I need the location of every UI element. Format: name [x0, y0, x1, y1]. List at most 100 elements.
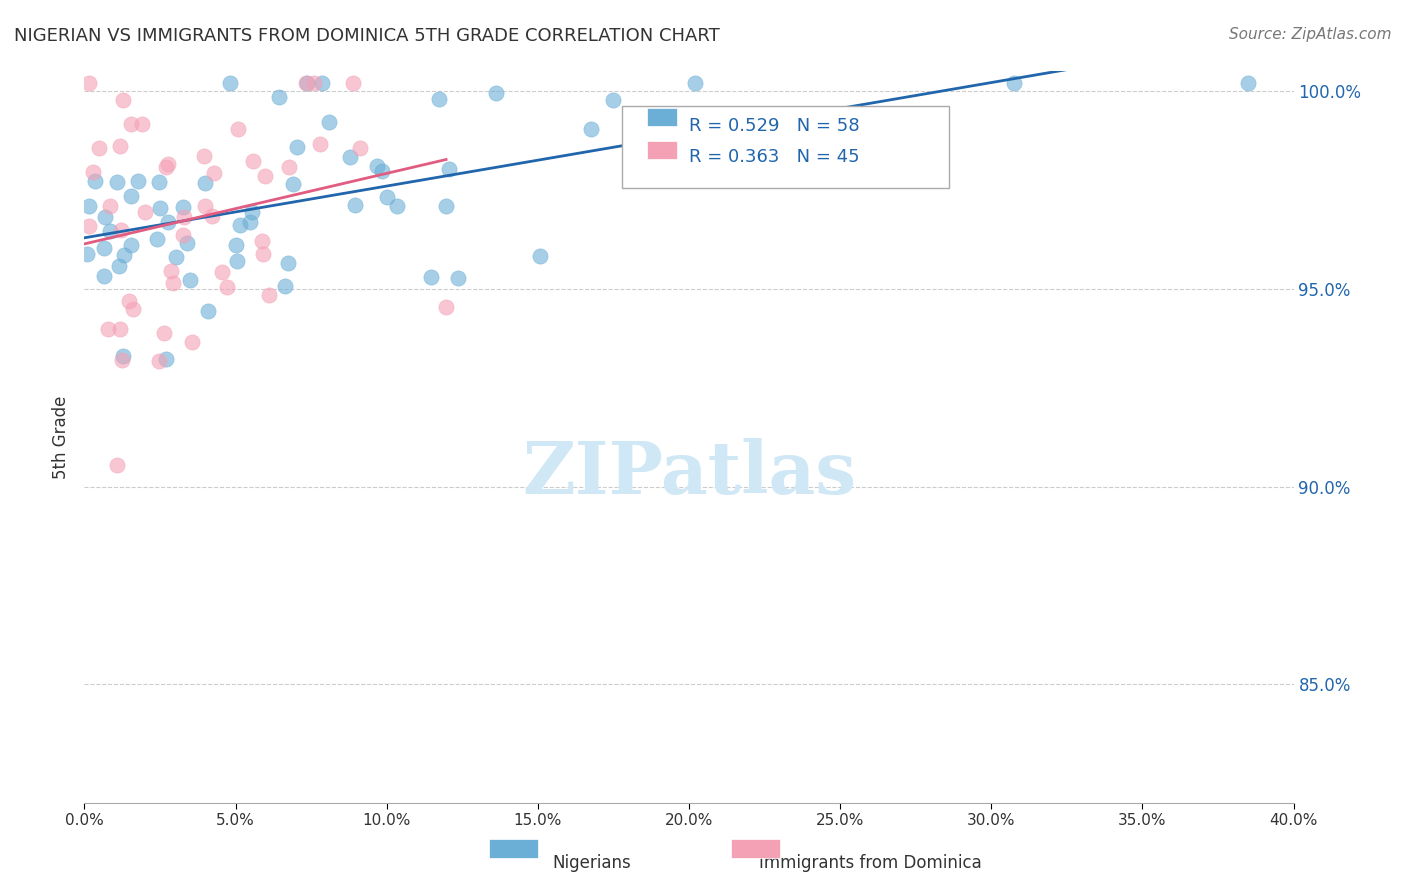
Point: [120, 188, 142, 202]
Point: [375, 190, 398, 204]
Point: [108, 322, 131, 336]
Point: [197, 303, 219, 318]
Point: [93, 241, 115, 255]
Point: [602, 93, 624, 107]
Point: [229, 218, 252, 232]
Point: [219, 76, 242, 90]
Point: [427, 92, 450, 106]
Text: Source: ZipAtlas.com: Source: ZipAtlas.com: [1229, 27, 1392, 42]
Point: [225, 253, 247, 268]
Point: [240, 205, 263, 219]
Point: [112, 247, 135, 261]
Point: [215, 280, 238, 294]
Point: [77, 219, 100, 234]
Point: [281, 177, 304, 191]
Point: [107, 458, 129, 472]
Point: [339, 150, 361, 164]
Point: [77, 199, 100, 213]
Text: NIGERIAN VS IMMIGRANTS FROM DOMINICA 5TH GRADE CORRELATION CHART: NIGERIAN VS IMMIGRANTS FROM DOMINICA 5TH…: [14, 27, 720, 45]
Point: [200, 209, 222, 223]
Point: [146, 232, 169, 246]
Point: [311, 76, 333, 90]
Point: [447, 271, 470, 285]
Point: [366, 159, 388, 173]
Point: [110, 139, 132, 153]
Point: [162, 276, 184, 290]
Point: [278, 160, 301, 174]
Point: [202, 166, 225, 180]
Point: [579, 122, 602, 136]
Point: [318, 114, 340, 128]
Point: [239, 215, 262, 229]
Point: [131, 117, 153, 131]
Point: [267, 89, 290, 103]
Point: [225, 237, 247, 252]
Point: [721, 125, 744, 139]
Point: [294, 76, 316, 90]
Point: [172, 200, 194, 214]
Point: [118, 293, 141, 308]
Point: [159, 264, 181, 278]
Text: R = 0.363   N = 45: R = 0.363 N = 45: [689, 148, 859, 166]
Text: Nigerians: Nigerians: [553, 854, 631, 872]
Point: [250, 234, 273, 248]
Point: [419, 269, 441, 284]
Point: [342, 76, 364, 90]
Point: [111, 349, 134, 363]
Point: [108, 259, 131, 273]
Point: [194, 176, 217, 190]
Y-axis label: 5th Grade: 5th Grade: [52, 395, 70, 479]
Point: [97, 322, 120, 336]
Point: [1002, 76, 1025, 90]
Point: [176, 235, 198, 250]
Point: [253, 169, 276, 183]
Point: [173, 210, 195, 224]
Point: [156, 215, 179, 229]
Point: [120, 238, 142, 252]
Point: [105, 176, 128, 190]
FancyBboxPatch shape: [623, 106, 949, 188]
Point: [98, 224, 121, 238]
Point: [309, 136, 332, 151]
Bar: [647, 108, 676, 126]
Point: [127, 174, 149, 188]
Point: [76, 247, 98, 261]
Point: [193, 149, 215, 163]
Point: [165, 250, 187, 264]
Point: [685, 76, 707, 90]
Point: [83, 174, 105, 188]
Point: [156, 157, 179, 171]
Text: Immigrants from Dominica: Immigrants from Dominica: [759, 854, 981, 872]
Point: [111, 352, 134, 367]
Point: [134, 204, 156, 219]
Point: [242, 153, 264, 168]
Point: [257, 287, 280, 301]
Bar: [647, 141, 676, 159]
Point: [252, 246, 274, 260]
Point: [1237, 76, 1260, 90]
Point: [89, 140, 111, 154]
Point: [194, 199, 217, 213]
Bar: [489, 839, 538, 858]
Text: ZIPatlas: ZIPatlas: [522, 438, 856, 509]
Point: [94, 210, 117, 224]
Point: [120, 117, 142, 131]
Point: [93, 268, 115, 283]
Point: [434, 300, 457, 314]
Text: R = 0.529   N = 58: R = 0.529 N = 58: [689, 117, 859, 135]
Point: [179, 273, 201, 287]
Point: [180, 334, 202, 349]
Point: [302, 76, 325, 90]
Point: [111, 93, 134, 107]
Point: [152, 326, 174, 340]
Point: [148, 175, 170, 189]
Point: [211, 265, 233, 279]
Point: [149, 201, 172, 215]
Point: [226, 122, 249, 136]
Point: [485, 86, 508, 100]
Point: [434, 199, 457, 213]
Point: [285, 140, 308, 154]
Point: [344, 198, 367, 212]
Point: [437, 161, 460, 176]
Point: [100, 199, 122, 213]
